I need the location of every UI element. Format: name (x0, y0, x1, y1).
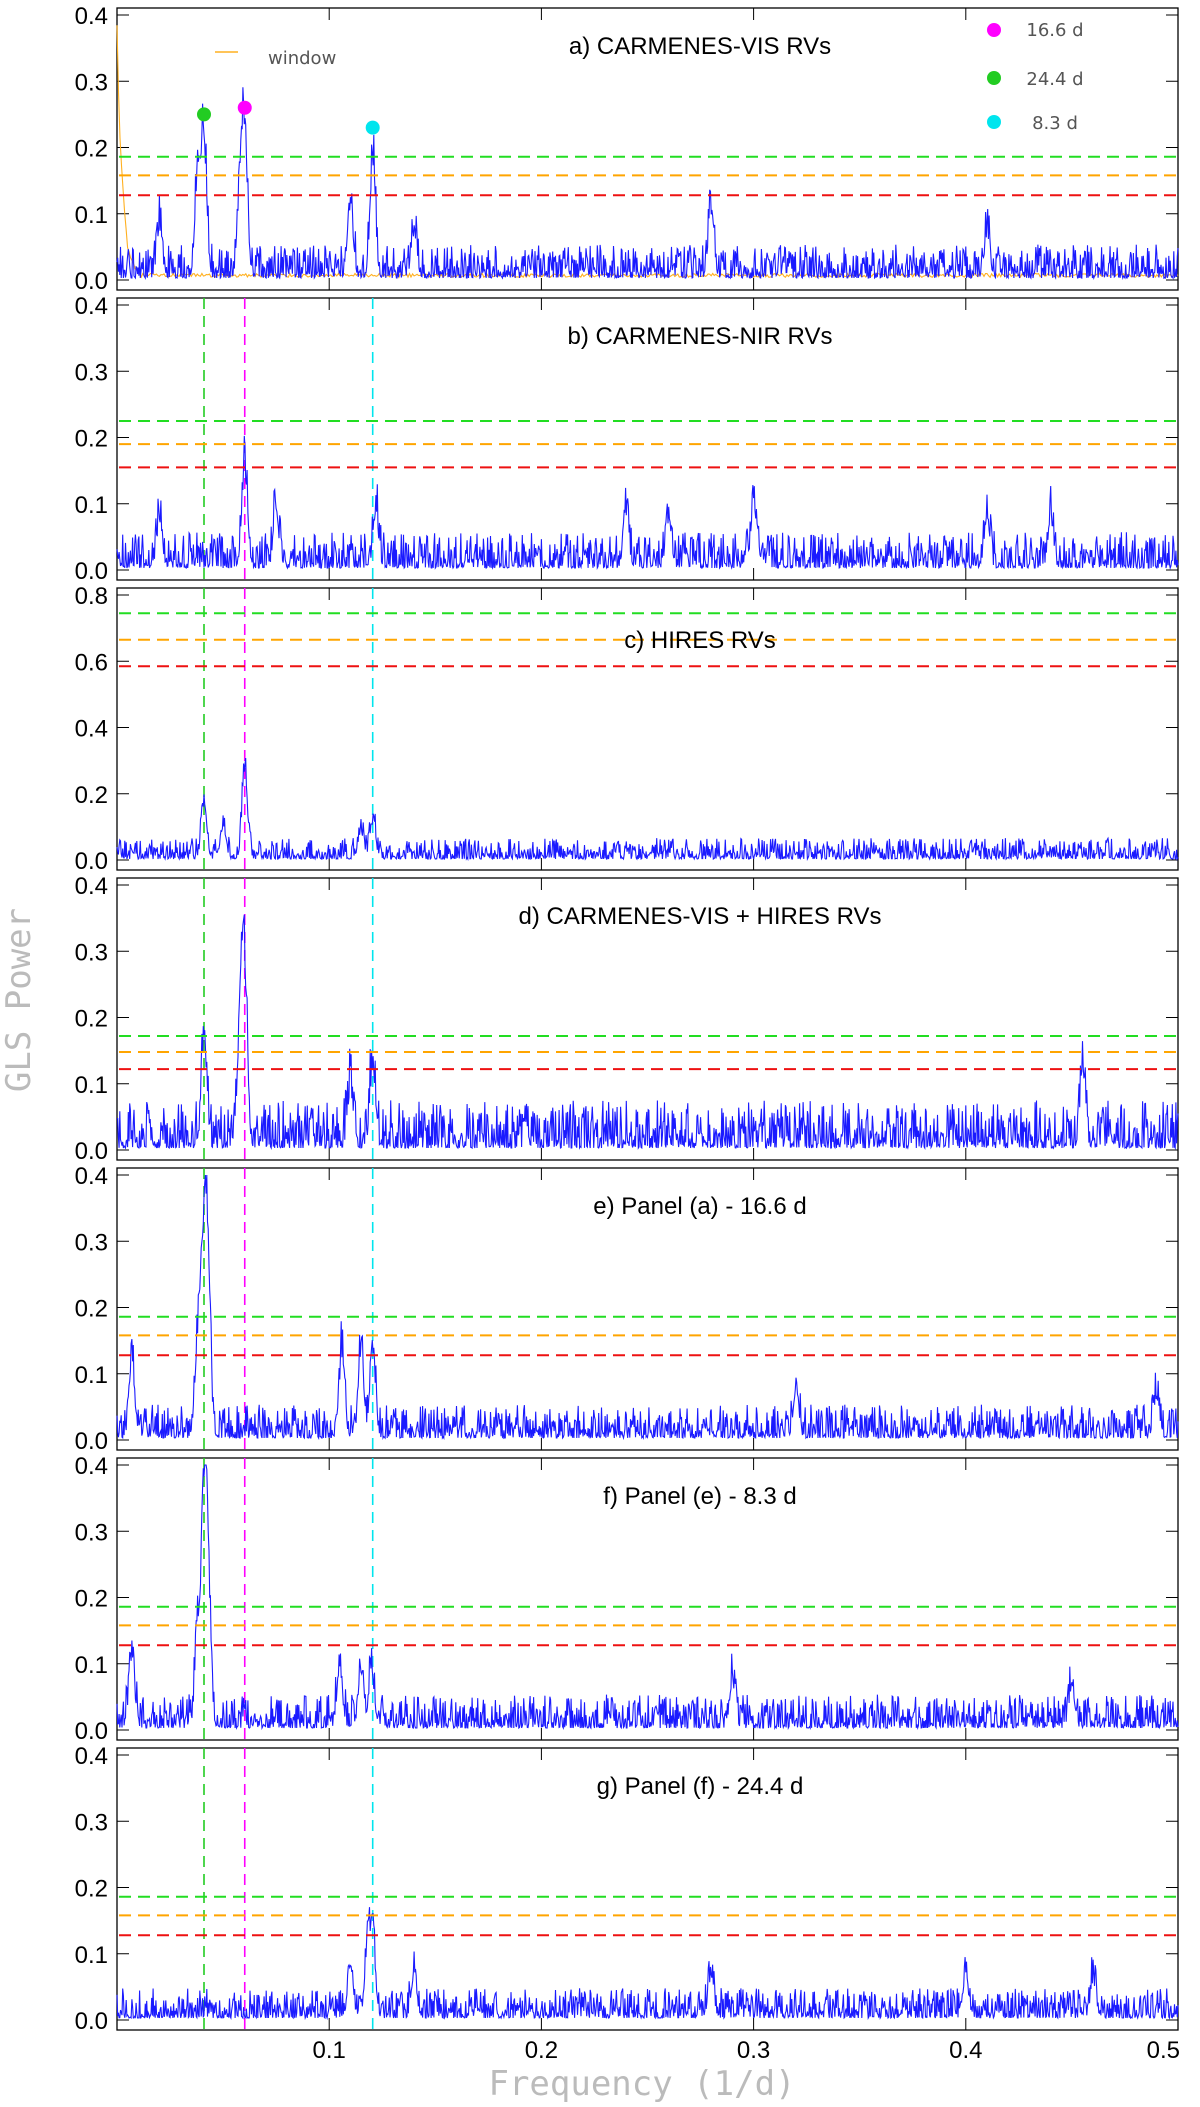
y-tick-label: 0.3 (75, 1229, 108, 1256)
x-axis-label: Frequency (1/d) (488, 2064, 795, 2104)
y-tick-label: 0.3 (75, 939, 108, 966)
panel-title: b) CARMENES-NIR RVs (568, 323, 833, 350)
signal-marker-24-4-d (197, 107, 212, 122)
y-tick-label: 0.4 (75, 1453, 108, 1480)
panel-title: g) Panel (f) - 24.4 d (597, 1773, 804, 1800)
y-tick-label: 0.0 (75, 1428, 108, 1455)
y-tick-label: 0.2 (75, 1006, 108, 1033)
y-tick-label: 0.4 (75, 873, 108, 900)
panel-title: c) HIRES RVs (624, 627, 776, 654)
panel-e: 0.0 0.1 0.2 0.3 0.4 e) Panel (a) - 16.6 d (75, 1163, 1179, 1455)
y-tick-label: 0.0 (75, 848, 108, 875)
x-tick-label: 0.3 (737, 2037, 770, 2064)
legend-marker-24-4 (987, 71, 1001, 85)
legend-label-16-6: 16.6 d (1026, 20, 1083, 41)
panel-f: 0.0 0.1 0.2 0.3 0.4 f) Panel (e) - 8.3 d (75, 1453, 1179, 1745)
y-tick-label: 0.4 (75, 716, 108, 743)
panel-title: d) CARMENES-VIS + HIRES RVs (519, 903, 882, 930)
legend-marker-8-3 (987, 115, 1001, 129)
y-tick-label: 0.0 (75, 268, 108, 295)
panel-frame (116, 7, 1179, 291)
periodogram-series (116, 1907, 1179, 2021)
legend-marker-16-6 (987, 23, 1001, 37)
y-tick-label: 0.3 (75, 1809, 108, 1836)
y-tick-label: 0.1 (75, 1072, 108, 1099)
panel-g: 0.0 0.1 0.2 0.3 0.4 g) Panel (f) - 24.4 d (75, 1743, 1179, 2035)
y-tick-label: 0.1 (75, 1942, 108, 1969)
periodogram-series (116, 757, 1179, 862)
panel-title: f) Panel (e) - 8.3 d (603, 1483, 796, 1510)
y-tick-label: 0.2 (75, 1296, 108, 1323)
y-tick-label: 0.1 (75, 1362, 108, 1389)
periodogram-series (116, 1464, 1179, 1731)
periodogram-series (117, 914, 1179, 1151)
y-tick-label: 0.1 (75, 492, 108, 519)
panel-frame (116, 1167, 1179, 1451)
signal-marker-16-6-d (237, 100, 252, 115)
periodogram-series (116, 435, 1179, 570)
window-function (116, 25, 1179, 279)
y-tick-label: 0.8 (75, 583, 108, 610)
signal-marker-8-3-d (365, 120, 380, 135)
x-tick-label: 0.4 (949, 2037, 982, 2064)
y-tick-label: 0.2 (75, 426, 108, 453)
y-tick-label: 0.0 (75, 1718, 108, 1745)
panel-frame (116, 1747, 1179, 2031)
legend: 16.6 d 24.4 d 8.3 d window (215, 20, 1084, 134)
y-tick-label: 0.2 (75, 782, 108, 809)
panel-frame (116, 297, 1179, 581)
y-tick-label: 0.3 (75, 69, 108, 96)
panel-frame (116, 587, 1179, 871)
panel-d: 0.0 0.1 0.2 0.3 0.4 d) CARMENES-VIS + HIRES R… (75, 873, 1179, 1165)
panel-c: 0.0 0.2 0.4 0.6 0.8 c) HIRES RVs (75, 583, 1179, 875)
panel-b: 0.0 0.1 0.2 0.3 0.4 b) CARMENES-NIR RVs (75, 293, 1179, 585)
periodogram-series (116, 87, 1179, 280)
panel-a: 0.0 0.1 0.2 0.3 0.4 a) CARMENES-VIS RVs (75, 3, 1179, 295)
y-tick-label: 0.2 (75, 1586, 108, 1613)
x-tick-label: 0.5 (1147, 2037, 1180, 2064)
y-tick-label: 0.2 (75, 136, 108, 163)
panels-layer: 0.0 0.1 0.2 0.3 0.4 a) CARMENES-VIS RVs 0.0 0.1… (75, 3, 1180, 2064)
y-tick-label: 0.0 (75, 2008, 108, 2035)
y-tick-label: 0.4 (75, 3, 108, 30)
y-tick-label: 0.2 (75, 1876, 108, 1903)
x-tick-label: 0.2 (525, 2037, 558, 2064)
y-tick-label: 0.1 (75, 1652, 108, 1679)
panel-frame (116, 877, 1179, 1161)
panel-frame (116, 1457, 1179, 1741)
legend-label-8-3: 8.3 d (1032, 113, 1078, 134)
legend-window-label: window (268, 48, 336, 69)
x-tick-label: 0.1 (313, 2037, 346, 2064)
y-tick-label: 0.4 (75, 293, 108, 320)
periodogram-series (116, 1174, 1179, 1441)
y-tick-label: 0.1 (75, 202, 108, 229)
y-tick-label: 0.4 (75, 1163, 108, 1190)
y-tick-label: 0.4 (75, 1743, 108, 1770)
y-tick-label: 0.0 (75, 558, 108, 585)
panel-title: e) Panel (a) - 16.6 d (593, 1193, 806, 1220)
y-tick-label: 0.3 (75, 1519, 108, 1546)
y-axis-label: GLS Power (0, 908, 39, 1092)
y-tick-label: 0.3 (75, 359, 108, 386)
panel-title: a) CARMENES-VIS RVs (569, 33, 831, 60)
y-tick-label: 0.0 (75, 1138, 108, 1165)
y-tick-label: 0.6 (75, 649, 108, 676)
legend-label-24-4: 24.4 d (1026, 69, 1083, 90)
